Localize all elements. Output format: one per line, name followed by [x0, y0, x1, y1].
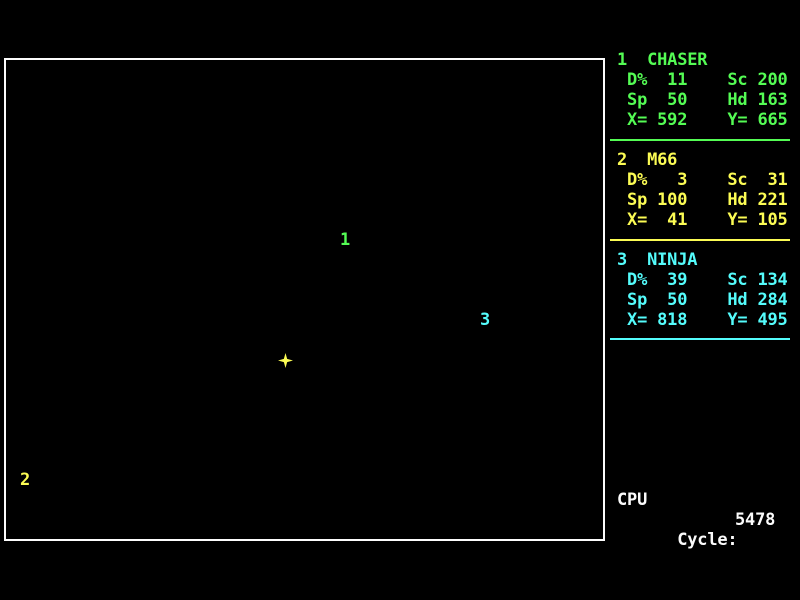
arena-robot-3-marker: 3 [480, 310, 491, 330]
robot-1-speed-heading: Sp 50 Hd 163 [617, 90, 788, 110]
robot-panel-chaser: 1 CHASER D% 11 Sc 200 Sp 50 Hd 163 X= 59… [617, 50, 788, 130]
robot-3-header: 3 NINJA [617, 250, 698, 270]
robot-2-position: X= 41 Y= 105 [617, 210, 788, 230]
robot-1-position: X= 592 Y= 665 [617, 110, 788, 130]
arena-robot-2-marker: 2 [20, 470, 31, 490]
cpu-label: CPU [617, 490, 648, 510]
robot-2-damage-scan: D% 3 Sc 31 [617, 170, 788, 190]
panel-separator-3 [610, 338, 790, 340]
robot-panel-ninja: 3 NINJA D% 39 Sc 134 Sp 50 Hd 284 X= 818… [617, 250, 788, 330]
arena-robot-1-marker: 1 [340, 230, 351, 250]
cpu-cycle-row: Cycle: 5478 [617, 510, 775, 590]
panel-separator-1 [610, 139, 790, 141]
battle-arena: 1 2 3 [4, 58, 605, 541]
robot-2-speed-heading: Sp 100 Hd 221 [617, 190, 788, 210]
robot-3-damage-scan: D% 39 Sc 134 [617, 270, 788, 290]
cpu-cycle-value: 5478 [735, 510, 776, 530]
panel-separator-2 [610, 239, 790, 241]
robot-1-damage-scan: D% 11 Sc 200 [617, 70, 788, 90]
cpu-cycle-block: CPU Cycle: 5478 [617, 490, 775, 590]
robot-panel-m66: 2 M66 D% 3 Sc 31 Sp 100 Hd 221 X= 41 Y= … [617, 150, 788, 230]
robot-3-speed-heading: Sp 50 Hd 284 [617, 290, 788, 310]
robot-1-header: 1 CHASER [617, 50, 708, 70]
shell-star-icon [278, 353, 293, 368]
robot-2-header: 2 M66 [617, 150, 678, 170]
robot-3-position: X= 818 Y= 495 [617, 310, 788, 330]
cpu-cycle-label: Cycle: [677, 530, 738, 550]
